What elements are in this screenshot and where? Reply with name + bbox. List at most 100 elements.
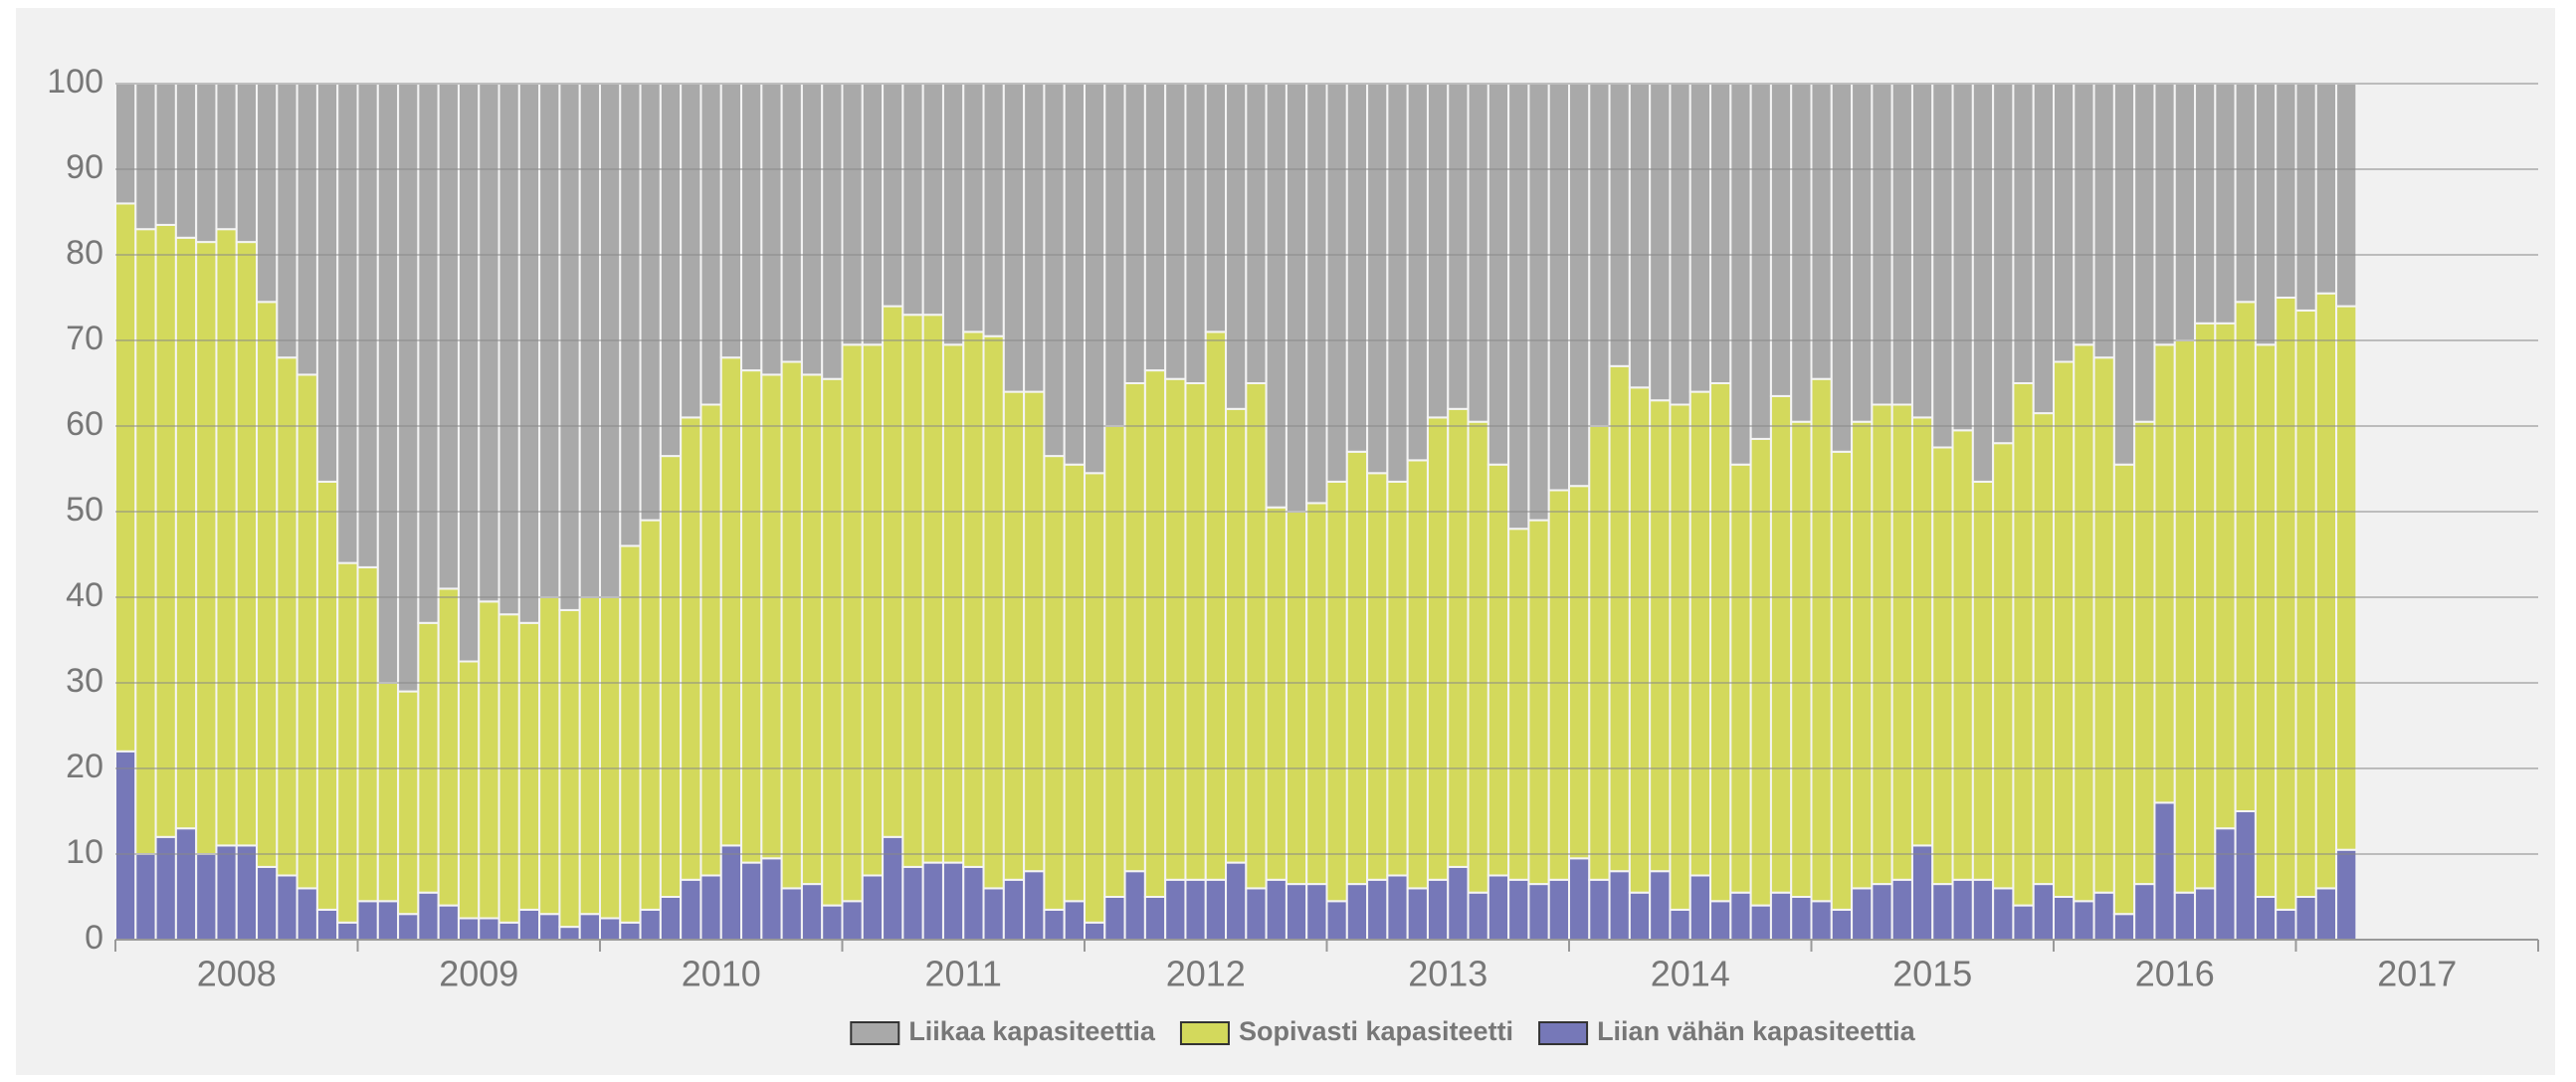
bar-segment	[1426, 878, 1450, 941]
bar-segment	[882, 83, 904, 308]
bar-segment	[2294, 896, 2317, 941]
bar-segment	[276, 874, 298, 941]
bar-segment	[1345, 83, 1369, 453]
bar-segment	[780, 360, 803, 890]
bar-segment	[256, 301, 279, 868]
y-tick-label: 0	[85, 919, 103, 957]
bar-segment	[2234, 83, 2257, 304]
bar-segment	[962, 83, 985, 333]
bar-segment	[1204, 330, 1228, 881]
bar-segment	[2053, 360, 2076, 898]
y-tick-label: 10	[66, 833, 103, 871]
bar-segment	[1345, 883, 1369, 941]
bar-segment	[1386, 874, 1409, 941]
bar-segment	[1649, 399, 1672, 873]
bar-segment	[1871, 83, 1893, 406]
bar-segment	[1043, 908, 1066, 942]
bar-segment	[1527, 83, 1550, 522]
bar-segment	[2234, 301, 2257, 812]
bar-segment	[2012, 382, 2035, 907]
bar-segment	[821, 904, 844, 941]
bar-segment	[517, 83, 541, 624]
bar-segment	[659, 455, 683, 898]
bar-segment	[2133, 83, 2156, 423]
bar-segment	[1486, 83, 1510, 466]
bar-segment	[1467, 891, 1489, 942]
bar-segment	[2032, 883, 2056, 941]
bar-segment	[1669, 83, 1691, 406]
bar-segment	[1810, 900, 1833, 941]
legend-label: Liikaa kapasiteettia	[908, 1016, 1156, 1046]
bar-segment	[719, 356, 743, 847]
bar-segment	[1123, 870, 1146, 942]
bar-segment	[1143, 369, 1167, 899]
bar-segment	[315, 480, 339, 911]
bar-segment	[2073, 900, 2095, 941]
bar-segment	[680, 83, 702, 419]
bar-segment	[1386, 83, 1409, 483]
bar-segment	[1426, 416, 1450, 881]
bar-segment	[1729, 891, 1752, 942]
bar-segment	[1084, 83, 1106, 475]
bar-segment	[2092, 891, 2115, 942]
bar-segment	[1547, 489, 1571, 881]
bar-segment	[276, 356, 298, 877]
bar-segment	[1285, 511, 1308, 886]
bar-segment	[1447, 83, 1470, 410]
bar-segment	[2314, 887, 2338, 942]
bar-segment	[1507, 83, 1530, 531]
bar-segment	[1971, 83, 1995, 483]
bar-segment	[1709, 83, 1732, 384]
bar-segment	[1608, 870, 1631, 942]
bar-segment	[1123, 83, 1146, 384]
bar-segment	[195, 241, 218, 856]
bar-segment	[962, 330, 985, 868]
bar-segment	[1851, 887, 1874, 942]
bar-segment	[538, 596, 561, 916]
bar-segment	[619, 83, 642, 547]
bar-segment	[1871, 883, 1893, 941]
bar-segment	[2314, 83, 2338, 295]
bar-segment	[256, 83, 279, 304]
bar-segment	[599, 917, 622, 941]
bar-segment	[2194, 322, 2217, 890]
bar-segment	[2032, 83, 2056, 415]
bar-segment	[1649, 870, 1672, 942]
bar-segment	[1103, 425, 1126, 898]
bar-segment	[1749, 437, 1772, 907]
bar-segment	[1023, 870, 1046, 942]
bar-segment	[1164, 377, 1187, 881]
bar-segment	[538, 913, 561, 942]
bar-segment	[1608, 83, 1631, 367]
bar-segment	[1084, 472, 1106, 924]
bar-segment	[2335, 83, 2358, 308]
bar-segment	[1204, 878, 1228, 941]
bar-segment	[1426, 83, 1450, 419]
bar-segment	[1688, 83, 1712, 393]
bar-segment	[296, 83, 318, 376]
bar-segment	[2194, 83, 2217, 325]
legend-swatch	[850, 1021, 900, 1045]
bar-segment	[1103, 896, 1126, 941]
bar-segment	[457, 83, 481, 663]
y-tick-label: 70	[66, 320, 103, 357]
bar-segment	[315, 908, 339, 942]
bar-segment	[2173, 339, 2197, 894]
bar-segment	[1063, 83, 1087, 466]
bar-segment	[1830, 83, 1854, 453]
bar-segment	[1265, 506, 1288, 881]
bar-segment	[2275, 908, 2297, 942]
bar-segment	[882, 835, 904, 941]
bar-segment	[699, 83, 722, 406]
bar-segment	[882, 305, 904, 838]
bar-segment	[478, 917, 500, 941]
bar-segment	[1386, 480, 1409, 877]
x-tick-label: 2010	[682, 954, 761, 994]
legend-swatch	[1179, 1021, 1230, 1045]
bar-segment	[1951, 878, 1974, 941]
bar-segment	[1184, 382, 1207, 881]
x-tick-label: 2009	[439, 954, 518, 994]
bar-segment	[1910, 844, 1934, 942]
bar-segment	[1588, 878, 1611, 941]
